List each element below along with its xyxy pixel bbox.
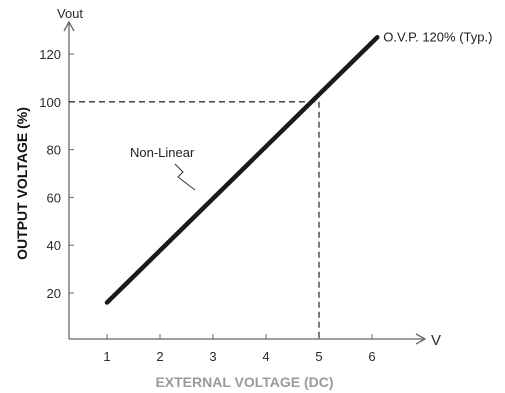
x-tick-label: 3: [209, 349, 216, 364]
y-tick-label: 120: [39, 47, 61, 62]
series-line: [104, 35, 380, 305]
x-axis-title: EXTERNAL VOLTAGE (DC): [155, 374, 333, 390]
y-axis-title: OUTPUT VOLTAGE (%): [14, 107, 30, 260]
x-axis-arrow: [415, 333, 427, 345]
x-tick-label: 5: [315, 349, 322, 364]
y-tick-label: 40: [47, 238, 61, 253]
x-axis: 1 2 3 4 5 6 V: [69, 332, 441, 364]
x-tick-label: 1: [103, 349, 110, 364]
x-tick-label: 6: [368, 349, 375, 364]
x-tick-label: 4: [262, 349, 269, 364]
y-ticks: 20 40 60 80 100 120: [39, 47, 74, 301]
y-tick-label: 60: [47, 190, 61, 205]
x-axis-unit-label: V: [431, 332, 441, 349]
x-tick-label: 2: [156, 349, 163, 364]
ovp-label: O.V.P. 120% (Typ.): [383, 29, 492, 44]
y-tick-label: 20: [47, 286, 61, 301]
y-tick-label: 80: [47, 143, 61, 158]
y-axis: 20 40 60 80 100 120 Vout: [39, 6, 83, 339]
curve-label: Non-Linear: [130, 145, 195, 160]
y-tick-label: 100: [39, 95, 61, 110]
y-axis-unit-label: Vout: [57, 6, 83, 21]
x-ticks: 1 2 3 4 5 6: [103, 334, 376, 364]
curve-label-pointer: [174, 163, 196, 191]
y-axis-arrow: [63, 20, 75, 32]
